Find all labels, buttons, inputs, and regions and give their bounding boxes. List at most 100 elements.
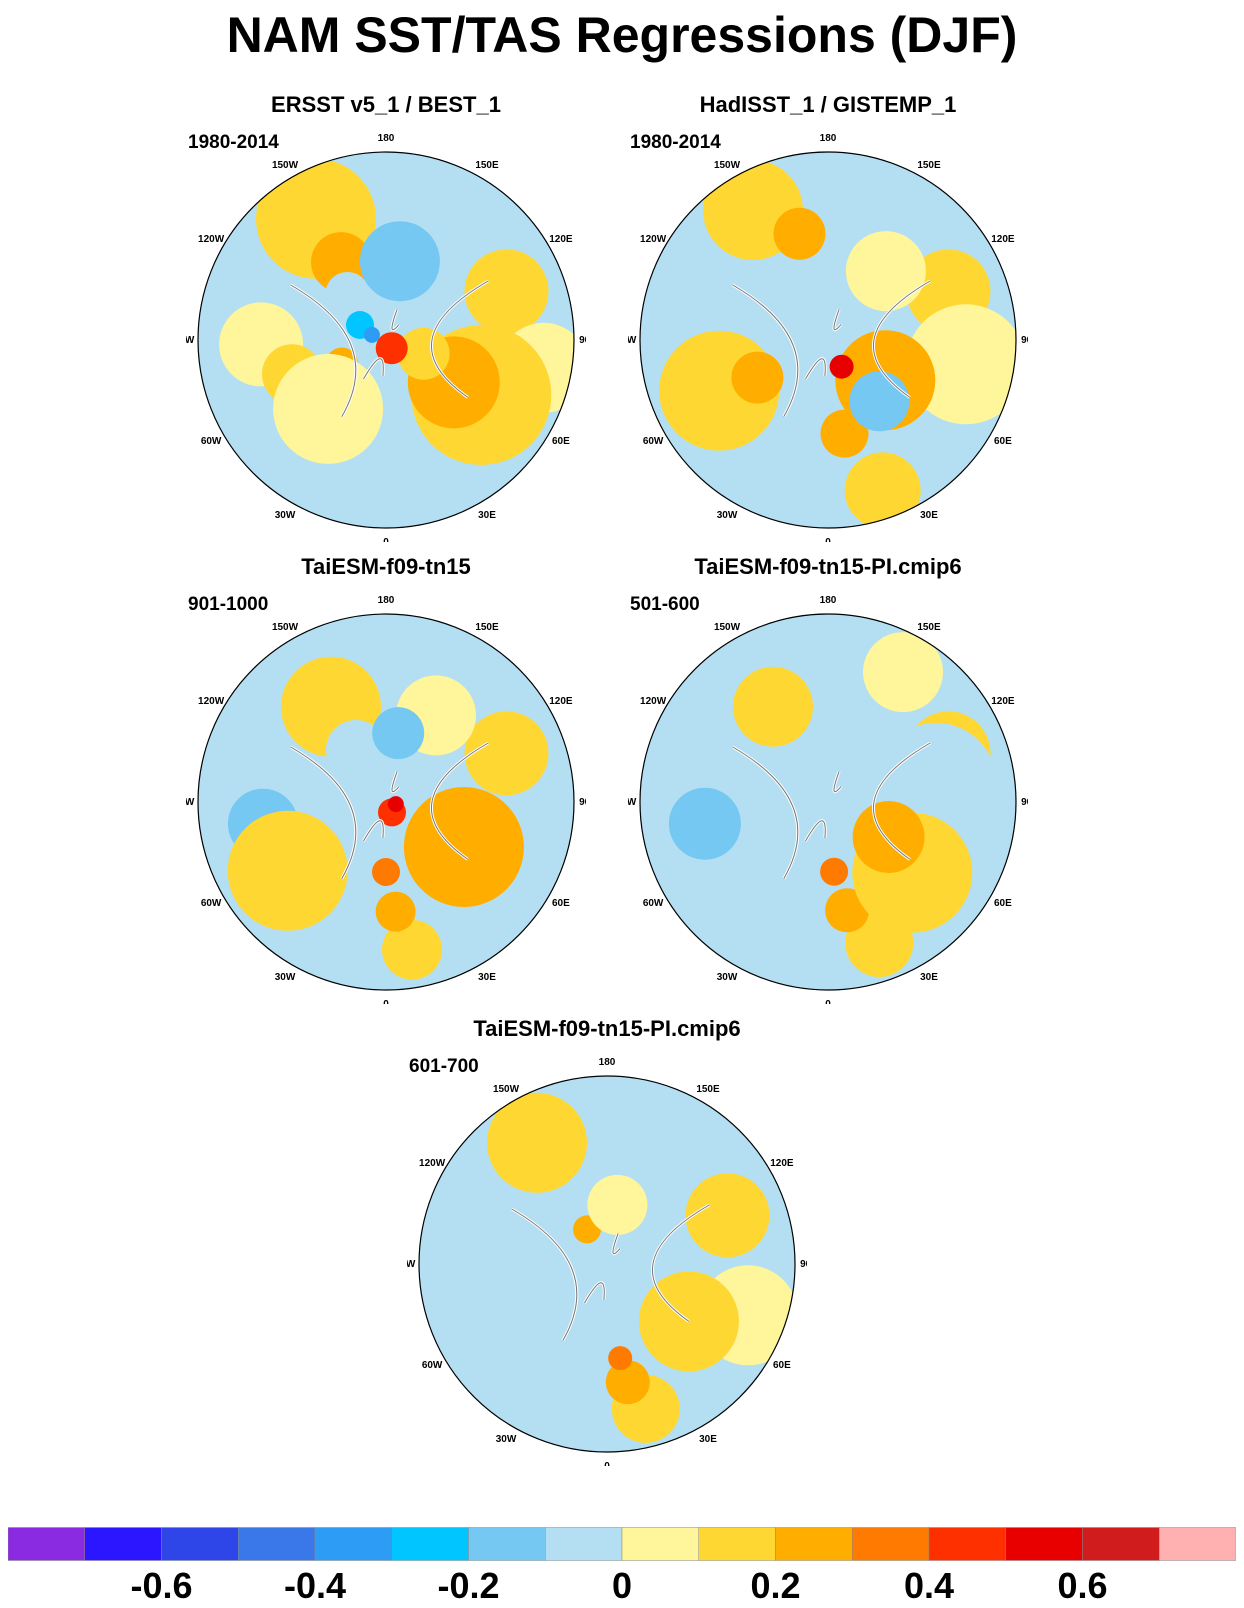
longitude-label: 120W [640, 696, 667, 707]
regression-contour [326, 720, 386, 780]
longitude-label: 90W [186, 335, 195, 346]
regression-contour [638, 1271, 739, 1372]
coastline [431, 280, 489, 398]
regression-contour [829, 354, 854, 379]
colorbar-swatch [161, 1527, 239, 1561]
regression-contour [403, 787, 524, 907]
regression-contour [845, 231, 926, 312]
longitude-label: 30E [478, 510, 496, 521]
regression-contour [765, 271, 826, 332]
polar-map: 180 150E 120E 90E 60E 30E 0 30W 60W 90W 120W 150W [186, 595, 586, 1004]
colorbar-tick-label: 0.6 [1057, 1565, 1108, 1606]
regression-contour [359, 221, 440, 302]
colorbar-swatch [621, 1527, 699, 1561]
coastline [511, 1208, 578, 1341]
coastline [873, 280, 931, 398]
regression-contour [771, 760, 816, 804]
regression-contour [668, 787, 741, 860]
longitude-label: 120E [991, 696, 1015, 707]
map-border [418, 1075, 796, 1453]
longitude-label: 150E [917, 622, 941, 633]
regression-contour [380, 462, 433, 515]
regression-contour [849, 371, 910, 432]
colorbar-swatch [1159, 1527, 1236, 1561]
longitude-label: 30W [496, 1434, 517, 1445]
regression-contour [375, 332, 408, 365]
map-panel-hadisst-gistemp: HadISST_1 / GISTEMP_1 1980-2014 180 150E 1… [608, 92, 1048, 542]
regression-contour [605, 1360, 650, 1405]
longitude-label: 90W [628, 335, 637, 346]
longitude-label: 120W [640, 234, 667, 245]
longitude-label: 0 [825, 537, 831, 542]
longitude-label: 30E [920, 510, 938, 521]
coastline [391, 309, 400, 331]
main-title: NAM SST/TAS Regressions (DJF) [226, 7, 1018, 63]
longitude-label: 90W [186, 797, 195, 808]
panel-period: 1980-2014 [188, 132, 279, 153]
colorbar [8, 1527, 1236, 1561]
regression-contour [227, 810, 348, 931]
regression-contour [464, 711, 549, 796]
shaded-field [640, 614, 1016, 990]
coastline [732, 746, 799, 879]
colorbar-tick-label: 0 [611, 1565, 633, 1606]
colorbar-swatch [8, 1527, 85, 1561]
colorbar-swatch [238, 1527, 316, 1561]
coastline [391, 771, 400, 793]
longitude-label: 90E [579, 797, 586, 808]
longitude-label: 60W [643, 436, 664, 447]
colorbar-swatch [852, 1527, 930, 1561]
longitude-label: 0 [383, 537, 389, 542]
longitude-label: 30E [478, 972, 496, 983]
colorbar-swatch [314, 1527, 392, 1561]
regression-contour [587, 1174, 648, 1235]
colorbar-tick-label: -0.6 [130, 1565, 193, 1606]
longitude-label: 180 [378, 595, 395, 606]
regression-contour [464, 249, 549, 334]
map-border [639, 151, 1017, 529]
coastline [805, 820, 826, 842]
regression-contour [375, 891, 416, 932]
coastline [805, 358, 826, 380]
regression-contour [844, 452, 921, 528]
longitude-label: 180 [599, 1057, 616, 1068]
map-panel-taiesm-pi-601: TaiESM-f09-tn15-PI.cmip6 601-700 180 150E… [387, 1016, 827, 1466]
colorbar-swatch [545, 1527, 623, 1561]
longitude-label: 120W [419, 1158, 446, 1169]
longitude-label: 30E [699, 1434, 717, 1445]
regression-contour [325, 272, 370, 316]
longitude-label: 120E [549, 696, 573, 707]
regression-contour [731, 351, 784, 404]
longitude-label: 90E [1021, 335, 1028, 346]
regression-contour [382, 919, 442, 980]
longitude-label: 90W [407, 1259, 416, 1270]
coastline [363, 820, 384, 842]
coastline [363, 358, 384, 380]
polar-map: 180 150E 120E 90E 60E 30E 0 30W 60W 90W 120W 150W [628, 133, 1028, 542]
regression-contour [820, 857, 849, 886]
panel-title: HadISST_1 / GISTEMP_1 [699, 92, 957, 117]
coastline [612, 1233, 621, 1255]
regression-contour [387, 796, 404, 813]
longitude-label: 120E [549, 234, 573, 245]
regression-contour [363, 326, 380, 343]
colorbar-labels: -0.6 -0.4 -0.2 0 0.2 0.4 0.6 [0, 1565, 1244, 1606]
coastline [873, 742, 931, 860]
longitude-label: 150W [714, 160, 741, 171]
longitude-label: 60W [201, 436, 222, 447]
colorbar-swatch [1005, 1527, 1083, 1561]
longitude-label: 60E [994, 898, 1012, 909]
map-border [197, 613, 575, 991]
coastline [833, 309, 842, 331]
regression-contour [608, 1346, 633, 1371]
map-border [639, 613, 1017, 991]
panel-period: 1980-2014 [630, 132, 721, 153]
longitude-label: 60E [994, 436, 1012, 447]
longitude-label: 150W [272, 622, 299, 633]
longitude-label: 30W [275, 972, 296, 983]
colorbar-swatch [84, 1527, 162, 1561]
longitude-label: 150W [714, 622, 741, 633]
base-field [419, 1076, 795, 1452]
colorbar-tick-label: 0.4 [903, 1565, 955, 1606]
colorbar-tick-label: -0.2 [437, 1565, 500, 1606]
